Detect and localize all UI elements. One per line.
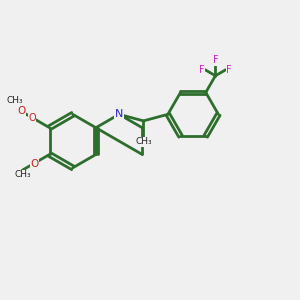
Text: O: O: [31, 159, 39, 169]
Text: F: F: [199, 65, 204, 75]
Text: CH₃: CH₃: [135, 137, 152, 146]
Text: F: F: [213, 55, 218, 65]
Text: CH₃: CH₃: [14, 170, 31, 179]
Text: CH₃: CH₃: [7, 96, 23, 105]
Text: F: F: [226, 65, 232, 75]
Text: O: O: [28, 112, 36, 123]
Text: N: N: [115, 109, 123, 119]
Text: O: O: [17, 106, 25, 116]
